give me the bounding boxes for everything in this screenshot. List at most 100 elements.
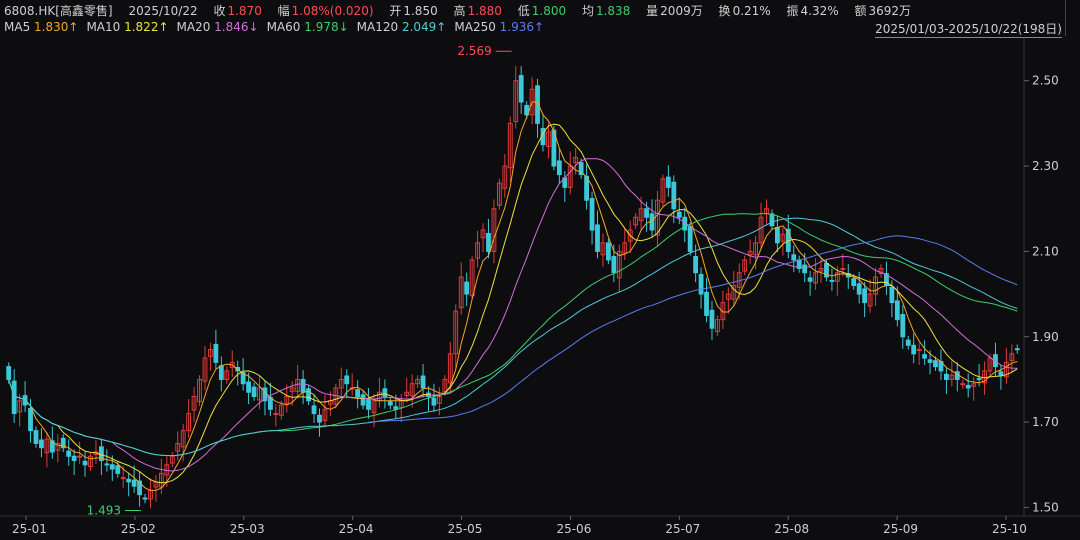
change-value: 1.08%(0.020) [291,4,374,18]
candle-body [338,378,344,389]
ma-value-ma60: 1.978↓ [304,20,349,34]
candle-body [1014,348,1020,351]
turnover-value: 0.21% [732,4,771,18]
candle-body [546,131,551,147]
candle-body [366,399,371,410]
candle-body [916,349,922,352]
candle-body [889,286,895,304]
x-tick-label: 25-04 [339,522,374,536]
candle-body [698,273,704,295]
x-tick-label: 25-10 [992,522,1027,536]
kline-chart[interactable]: 2.50 2.30 2.10 1.90 1.70 1.50 2.569 1.493 25-01 2… [0,38,1080,540]
candle-body [518,75,524,103]
ma-line-ma250 [368,235,1018,423]
candle-body [742,259,748,272]
candle-body [693,256,699,274]
candle-body [218,365,224,380]
candle-body [600,242,606,256]
candle-body [480,229,486,239]
candle-body [1009,353,1015,362]
candle-body [453,310,459,355]
candle-body [131,479,137,487]
candle-body [856,283,862,295]
candle-body [44,438,50,454]
ma-label-ma60: MA60 [266,20,305,34]
candle-body [616,250,622,279]
x-tick-label: 25-01 [12,522,47,536]
candle-body [344,375,350,385]
candle-body [976,378,982,381]
candle-body [507,122,513,169]
candle-body [611,256,617,274]
candle-body [404,391,410,397]
candle-body [191,396,197,411]
candle-body [665,176,671,188]
candle-body [758,216,764,244]
x-tick-label: 25-07 [665,522,700,536]
candle-body [807,277,813,282]
candle-body [878,267,884,275]
candle-body [208,349,213,357]
ma-label-ma10: MA10 [86,20,125,34]
amplitude-label: 振 [786,4,799,18]
panel-toggle[interactable] [1065,0,1080,36]
volume-value: 2009万 [660,4,703,18]
candle-body [126,478,132,483]
high-value: 1.880 [467,4,502,18]
candle-body [960,383,966,386]
candle-body [464,281,470,295]
candle-body [447,353,453,384]
candle-body [257,387,262,401]
symbol-label[interactable]: 6808.HK[高鑫零售] [4,4,113,18]
candle-body [633,216,639,226]
x-tick-label: 25-05 [448,522,483,536]
ma-value-ma120: 2.049↑ [401,20,447,34]
candle-body [186,413,192,432]
date-range[interactable]: 2025/01/03-2025/10/22(198日) [875,22,1062,38]
candle-body [998,371,1004,376]
candle-body [371,400,377,414]
candle-body [813,272,818,284]
candle-body [322,408,328,421]
candle-body [834,272,840,282]
high-annotation: 2.569 [457,44,491,58]
candle-body [137,480,142,496]
candle-body [175,442,181,452]
candle-body [295,378,301,392]
candle-body [573,157,579,164]
candle-body [584,175,590,201]
y-tick-label: 1.50 [1032,500,1059,514]
candle-body [115,465,121,474]
x-tick-label: 25-03 [230,522,265,536]
y-tick-label: 1.90 [1032,330,1059,344]
candle-body [60,437,66,449]
candle-body [109,464,115,470]
change-label: 幅 [277,4,290,18]
candle-body [524,104,530,116]
quote-header: 6808.HK[高鑫零售] 2025/10/22 收 1.870 幅 1.08%(0… [4,2,913,18]
low-label: 低 [517,4,530,18]
ma-line-ma10 [8,123,1018,484]
open-value: 1.850 [403,4,438,18]
candle-body [802,264,808,274]
candle-body [715,319,720,333]
candle-body [513,80,519,123]
ma-label-ma5: MA5 [4,20,35,34]
candle-body [486,232,491,252]
candle-body [725,293,731,300]
avg-label: 均 [581,4,594,18]
candle-body [829,279,835,282]
candle-body [224,370,230,380]
candle-body [943,373,949,380]
candle-body [197,378,202,403]
candle-body [911,344,917,355]
ma-line-ma120 [8,217,1018,457]
y-tick-label: 1.70 [1032,415,1059,429]
volume-label: 量 [646,4,659,18]
candle-body [622,242,628,254]
candle-body [491,208,497,252]
candle-body [851,278,857,287]
candle-body [28,407,33,432]
turnover-label: 换 [718,4,731,18]
candle-body [6,366,12,380]
